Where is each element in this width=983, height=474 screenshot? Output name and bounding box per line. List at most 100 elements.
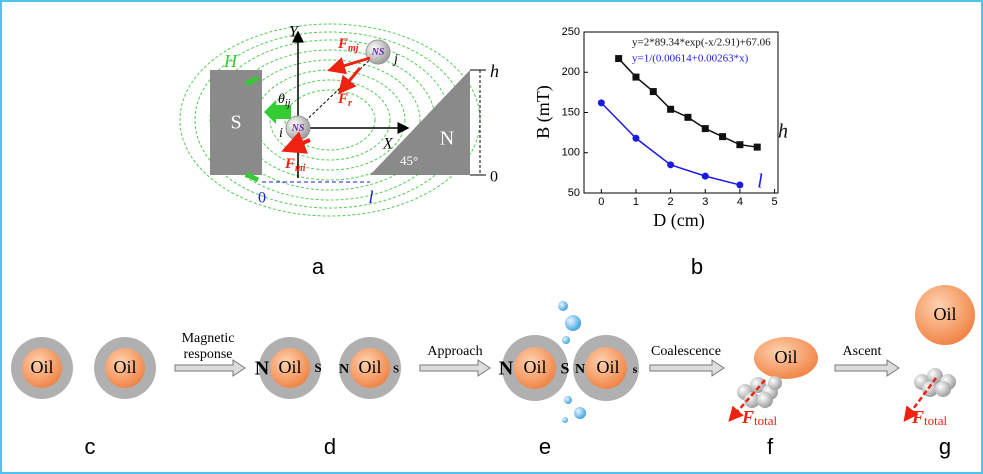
oil-label: Oil — [774, 347, 797, 367]
oil-label: Oil — [596, 357, 619, 377]
step-label: Approach — [427, 344, 482, 359]
pole-right: N — [440, 128, 454, 150]
panel-a: Y X H h 0 0 l S N 45° θij Fmj Fr Fmi i j… — [180, 24, 499, 279]
panel-d: Oil N S Oil N S d — [255, 337, 401, 459]
point — [615, 55, 622, 62]
process-row: Oil Oil c Magnetic response Oil N S Oil … — [11, 285, 975, 459]
panel-label: a — [312, 254, 325, 279]
x-tick-label: 4 — [737, 196, 743, 208]
step-label: response — [184, 347, 233, 362]
shape — [298, 52, 378, 128]
y-tick-label: 50 — [568, 187, 580, 199]
point — [632, 74, 639, 81]
point — [684, 114, 691, 121]
x-tick-label: 1 — [633, 196, 639, 208]
shape — [768, 376, 782, 390]
shape — [558, 301, 568, 311]
x-tick-label: 5 — [771, 196, 777, 208]
shape — [564, 396, 572, 404]
text-part: F — [741, 407, 754, 427]
text-part: total — [924, 413, 947, 428]
pole: s — [633, 362, 638, 376]
series-line — [601, 103, 740, 185]
panel-label: c — [85, 434, 96, 459]
pole: N — [575, 362, 585, 377]
y-tick-label: 100 — [562, 147, 580, 159]
panel-label: g — [939, 434, 951, 459]
shape — [562, 417, 568, 423]
length-label: l — [368, 187, 373, 207]
pole: N — [339, 362, 349, 377]
x-tick-label: 2 — [668, 196, 674, 208]
text-part: r — [348, 98, 352, 109]
y-tick-label: 250 — [562, 26, 580, 38]
y-axis-label: B (mT) — [533, 85, 554, 139]
point — [632, 135, 639, 142]
point — [702, 173, 709, 180]
series-name: h — [778, 121, 788, 143]
f-mi: Fmi — [284, 156, 306, 174]
particle-i: i — [279, 126, 283, 141]
f-r: Fr — [337, 91, 352, 109]
f-mj: Fmj — [337, 36, 359, 54]
equation: y=2*89.34*exp(-x/2.91)+67.06 — [632, 37, 771, 49]
pole: S — [393, 364, 399, 376]
text-part: F — [284, 156, 295, 172]
text-part: total — [754, 413, 777, 428]
force-label: Ftotal — [911, 407, 948, 428]
oil-label: Oil — [30, 357, 53, 377]
series-line — [619, 59, 758, 148]
panel-e: Oil N S Oil N s e — [499, 301, 639, 459]
zero-bottom: 0 — [258, 190, 266, 207]
pole: N — [255, 358, 270, 380]
force-label: Ftotal — [741, 407, 778, 428]
shape — [935, 381, 951, 397]
step-label: Magnetic — [182, 331, 235, 346]
point — [598, 99, 605, 106]
y-tick-label: 150 — [562, 106, 580, 118]
shape — [835, 360, 899, 376]
text-part: S — [379, 47, 385, 58]
y-tick-label: 200 — [562, 66, 580, 78]
panel-label: b — [691, 254, 703, 279]
text-part: F — [337, 91, 348, 107]
axis-x: X — [382, 136, 394, 153]
point — [736, 141, 743, 148]
x-tick-label: 3 — [702, 196, 708, 208]
shape — [562, 336, 570, 344]
point — [667, 106, 674, 113]
panel-g: Oil Ftotal g — [905, 285, 975, 459]
shape — [565, 315, 581, 331]
zero-right: 0 — [490, 169, 498, 186]
particle-j: j — [392, 52, 398, 67]
pole: N — [499, 358, 514, 380]
text-part: F — [337, 36, 348, 52]
panel-label: d — [324, 434, 336, 459]
text-part: mi — [295, 163, 306, 174]
pole-left: S — [230, 112, 241, 134]
figure: Y X H h 0 0 l S N 45° θij Fmj Fr Fmi i j… — [0, 0, 983, 474]
point — [667, 161, 674, 168]
oil-label: Oil — [933, 304, 956, 324]
equation: y=1/(0.00614+0.00263*x) — [632, 53, 749, 65]
shape — [757, 392, 773, 408]
panel-label: f — [767, 434, 774, 459]
text-part: ij — [285, 98, 291, 109]
point — [736, 181, 743, 188]
oil-label: Oil — [523, 357, 546, 377]
shape — [650, 360, 724, 376]
pole: S — [561, 361, 570, 378]
point — [754, 144, 761, 151]
point — [650, 88, 657, 95]
shape — [175, 360, 245, 376]
point — [702, 125, 709, 132]
text-part: S — [299, 123, 305, 134]
panel-label: e — [539, 434, 551, 459]
chart-b: b D (cm) B (mT) 01234550100150200250y=2*… — [533, 26, 788, 279]
oil-label: Oil — [358, 357, 381, 377]
step-label: Coalescence — [651, 344, 721, 359]
particle-poles: NS — [291, 123, 305, 134]
oil-label: Oil — [278, 357, 301, 377]
magnet-n — [370, 70, 470, 175]
field-label: H — [223, 51, 238, 71]
